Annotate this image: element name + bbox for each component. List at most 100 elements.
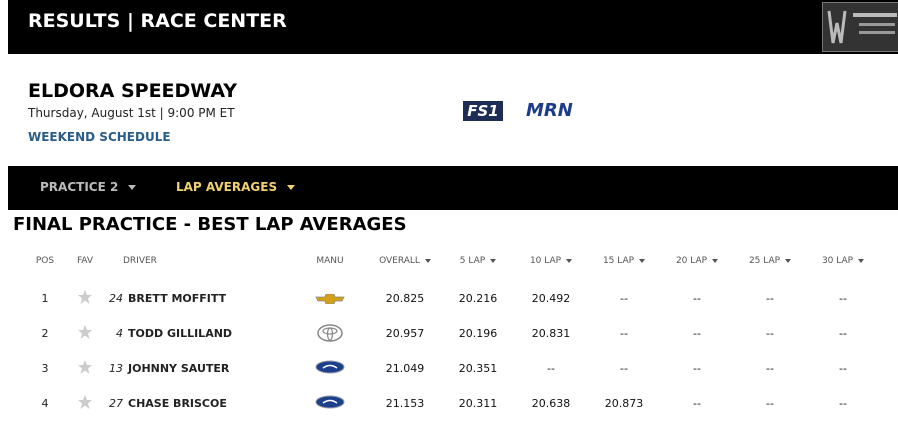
lap-average: 20.492: [511, 292, 591, 305]
series-logo-icon: [827, 10, 897, 44]
lap-average-text: --: [839, 327, 847, 340]
lap-average-text: 20.873: [604, 397, 644, 410]
page-title: RESULTS | RACE CENTER: [28, 10, 287, 32]
lap-average: --: [657, 397, 737, 410]
lap-average: 21.049: [365, 362, 445, 375]
manufacturer-logo: [315, 324, 345, 346]
lap-average: 20.957: [365, 327, 445, 340]
icon: [315, 360, 345, 374]
column-header-text: FAV: [76, 256, 94, 266]
column-header-text: MANU: [316, 256, 344, 266]
lap-average: 20.311: [438, 397, 518, 410]
car-number: 27: [93, 397, 123, 410]
icon: [78, 290, 92, 304]
lap-average-text: 20.216: [458, 292, 498, 305]
driver-name-text: CHASE BRISCOE: [128, 397, 227, 410]
column-header-text: 30 LAP: [821, 256, 854, 266]
lap-average-text: --: [693, 292, 701, 305]
lap-average: 20.351: [438, 362, 518, 375]
driver-name[interactable]: JOHNNY SAUTER: [128, 362, 229, 375]
lap-average: 21.153: [365, 397, 445, 410]
lap-average: --: [803, 397, 883, 410]
column-header[interactable]: 15 LAP: [584, 256, 664, 266]
icon: [317, 324, 343, 342]
lap-average-text: --: [693, 327, 701, 340]
position: 1: [25, 292, 65, 305]
driver-name-text: JOHNNY SAUTER: [128, 362, 230, 375]
driver-name-text: BRETT MOFFITT: [128, 292, 227, 305]
car-number-text: 13: [109, 362, 123, 375]
column-header-text: 5 LAP: [459, 256, 486, 266]
tab-bar: [8, 166, 898, 210]
lap-average: --: [730, 362, 810, 375]
icon: [315, 395, 345, 409]
lap-average-text: --: [693, 362, 701, 375]
lap-average-text: 20.831: [531, 327, 571, 340]
top-bar: [8, 0, 898, 54]
driver-name-text: TODD GILLILAND: [128, 327, 233, 340]
column-header[interactable]: 10 LAP: [511, 256, 591, 266]
lap-average-text: --: [839, 397, 847, 410]
favorite-star[interactable]: [77, 289, 93, 309]
lap-average: --: [657, 362, 737, 375]
column-header[interactable]: 20 LAP: [657, 256, 737, 266]
lap-average: 20.638: [511, 397, 591, 410]
position-text: 2: [41, 327, 49, 340]
lap-average-text: --: [766, 362, 774, 375]
lap-average: --: [730, 327, 810, 340]
lap-average-text: 20.196: [458, 327, 498, 340]
column-header[interactable]: 25 LAP: [730, 256, 810, 266]
lap-average-text: --: [620, 327, 628, 340]
lap-average-text: --: [839, 292, 847, 305]
icon: [78, 395, 92, 409]
lap-average: 20.196: [438, 327, 518, 340]
lap-average-text: 20.311: [458, 397, 498, 410]
lap-average: 20.831: [511, 327, 591, 340]
lap-average-text: --: [547, 362, 555, 375]
column-header[interactable]: OVERALL: [365, 256, 445, 266]
lap-average-text: 21.153: [385, 397, 425, 410]
car-number-text: 24: [109, 292, 123, 305]
favorite-star[interactable]: [77, 359, 93, 379]
lap-average: --: [511, 362, 591, 375]
tab[interactable]: PRACTICE 2: [40, 180, 137, 194]
position-text: 4: [41, 397, 49, 410]
lap-average-text: 20.351: [458, 362, 498, 375]
column-header-text: 10 LAP: [529, 256, 562, 266]
car-number-text: 4: [116, 327, 123, 340]
event-name: ELDORA SPEEDWAY: [28, 80, 238, 102]
lap-average: --: [584, 292, 664, 305]
lap-average-text: --: [766, 327, 774, 340]
favorite-star[interactable]: [77, 394, 93, 414]
lap-average-text: 21.049: [385, 362, 425, 375]
column-header[interactable]: 30 LAP: [803, 256, 883, 266]
lap-average-text: --: [839, 362, 847, 375]
lap-average: 20.825: [365, 292, 445, 305]
position-text: 1: [41, 292, 49, 305]
event-date: Thursday, August 1st | 9:00 PM ET: [28, 106, 235, 120]
lap-average: --: [730, 397, 810, 410]
column-header[interactable]: 5 LAP: [438, 256, 518, 266]
car-number-text: 27: [109, 397, 123, 410]
table-title: FINAL PRACTICE - BEST LAP AVERAGES: [13, 214, 407, 235]
icon: [78, 325, 92, 339]
lap-average: --: [803, 327, 883, 340]
lap-average: --: [584, 362, 664, 375]
driver-name[interactable]: CHASE BRISCOE: [128, 397, 227, 410]
driver-name[interactable]: TODD GILLILAND: [128, 327, 232, 340]
lap-average: 20.216: [438, 292, 518, 305]
driver-name[interactable]: BRETT MOFFITT: [128, 292, 226, 305]
tab[interactable]: LAP AVERAGES: [176, 180, 296, 194]
column-header-text: 25 LAP: [748, 256, 781, 266]
icon: [315, 293, 345, 305]
favorite-star[interactable]: [77, 324, 93, 344]
lap-average-text: 20.957: [385, 327, 425, 340]
column-header-text: POS: [35, 256, 55, 266]
tab-text: LAP AVERAGES: [176, 180, 278, 194]
manufacturer-logo: [315, 359, 345, 378]
lap-average-text: --: [693, 397, 701, 410]
schedule-link[interactable]: WEEKEND SCHEDULE: [28, 130, 171, 144]
lap-average: --: [803, 362, 883, 375]
manufacturer-logo: [315, 394, 345, 413]
